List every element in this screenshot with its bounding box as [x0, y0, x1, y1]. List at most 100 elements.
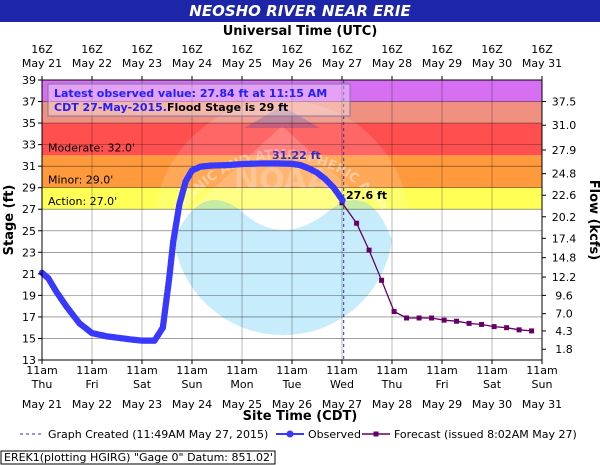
site-tick-date: May 29: [422, 398, 462, 411]
legend-observed-marker: [286, 430, 294, 438]
site-tick-date: May 31: [522, 398, 562, 411]
forecast-point: [354, 220, 360, 226]
flow-tick-label: 17.4: [552, 232, 577, 245]
utc-tick-date: May 21: [22, 57, 62, 70]
flow-axis: 1.8 4.3 7.0 9.6 12.2 14.8 17.4 20.2 22.6 24.8 27.9…: [542, 96, 577, 356]
site-tick-date: May 30: [472, 398, 512, 411]
observed-series: [38, 160, 346, 344]
note-line1: Latest observed value: 27.84 ft at 11:15…: [54, 87, 327, 100]
site-tick-time: 11am: [526, 364, 557, 377]
forecast-point: [516, 327, 522, 333]
observed-point: [339, 196, 346, 204]
utc-tick-hour: 16Z: [381, 43, 403, 56]
forecast-point: [429, 315, 435, 321]
stage-tick-label: 13: [22, 354, 36, 367]
forecast-point: [416, 315, 422, 321]
forecast-point: [529, 328, 535, 334]
datum-text: EREK1(plotting HGIRG) "Gage 0" Datum: 85…: [4, 451, 273, 464]
band-moderate: [42, 144, 542, 156]
y-axis-title: Stage (ft): [2, 185, 17, 256]
legend-observed-label: Observed: [308, 428, 361, 441]
utc-tick-hour: 16Z: [331, 43, 353, 56]
forecast-point: [366, 247, 372, 253]
stage-tick-label: 27: [22, 203, 36, 216]
site-tick-day: Sat: [483, 378, 502, 391]
utc-tick-hour: 16Z: [31, 43, 53, 56]
band-action: [42, 187, 542, 210]
stage-tick-label: 17: [22, 311, 36, 324]
legend: Graph Created (11:49AM May 27, 2015) Obs…: [20, 428, 577, 441]
flow-tick-label: 31.0: [552, 119, 577, 132]
stage-tick-label: 21: [22, 268, 36, 281]
utc-tick-date: May 23: [122, 57, 162, 70]
band-label-moderate: Moderate: 32.0': [48, 141, 135, 154]
band-major: [42, 80, 542, 102]
note-line2-rest: Flood Stage is 29 ft: [167, 101, 288, 114]
site-tick-date: May 23: [122, 398, 162, 411]
forecast-point: [479, 321, 485, 327]
utc-tick-date: May 27: [322, 57, 362, 70]
flow-tick-label: 7.0: [555, 308, 573, 321]
stage-tick-label: 39: [22, 74, 36, 87]
utc-tick-date: May 22: [72, 57, 112, 70]
utc-tick-hour: 16Z: [231, 43, 253, 56]
band-major-lower: [42, 101, 542, 124]
forecast-point: [404, 315, 410, 321]
legend-forecast-label: Forecast (issued 8:02AM May 27): [394, 428, 577, 441]
utc-tick-date: May 25: [222, 57, 262, 70]
watermark-triangle: [174, 126, 390, 224]
site-tick-day: Fri: [85, 378, 98, 391]
stage-tick-label: 29: [22, 182, 36, 195]
stage-tick-label: 15: [22, 332, 36, 345]
stage-axis: 13 15 17 19 21 23 25 27 29 31 33 35 37 39: [22, 74, 42, 367]
site-tick-time: 11am: [376, 364, 407, 377]
site-tick-day: Mon: [230, 378, 253, 391]
band-label-action: Action: 27.0': [48, 195, 117, 208]
utc-tick-hour: 16Z: [281, 43, 303, 56]
flood-bands: [42, 80, 542, 210]
band-major-base: [42, 123, 542, 145]
chart-title: NEOSHO RIVER NEAR ERIE: [189, 2, 411, 20]
site-tick-date: May 28: [372, 398, 412, 411]
site-tick-time: 11am: [276, 364, 307, 377]
stage-tick-label: 19: [22, 289, 36, 302]
site-tick-date: May 26: [272, 398, 312, 411]
utc-tick-hour: 16Z: [531, 43, 553, 56]
note-box: [47, 83, 351, 117]
flow-tick-label: 20.2: [552, 211, 577, 224]
legend-created-label: Graph Created (11:49AM May 27, 2015): [48, 428, 268, 441]
band-labels: Moderate: 32.0' Minor: 29.0' Action: 27.0': [48, 141, 135, 208]
watermark-wave: [174, 200, 392, 336]
forecast-point: [466, 320, 472, 326]
site-tick-day: Fri: [435, 378, 448, 391]
utc-tick-hour: 16Z: [131, 43, 153, 56]
stage-tick-label: 35: [22, 117, 36, 130]
site-tick-time: 11am: [76, 364, 107, 377]
forecast-point: [454, 318, 460, 324]
utc-tick-date: May 30: [472, 57, 512, 70]
stage-tick-label: 23: [22, 246, 36, 259]
site-tick-day: Wed: [330, 378, 354, 391]
utc-tick-hour: 16Z: [481, 43, 503, 56]
legend-forecast-marker: [373, 431, 379, 437]
stage-tick-label: 25: [22, 225, 36, 238]
site-tick-day: Sat: [133, 378, 152, 391]
site-tick-time: 11am: [326, 364, 357, 377]
site-tick-time: 11am: [226, 364, 257, 377]
band-label-minor: Minor: 29.0': [48, 174, 113, 187]
utc-tick-hour: 16Z: [431, 43, 453, 56]
observed-peak-label: 31.22 ft: [272, 149, 321, 162]
site-tick-day: Thu: [381, 378, 403, 391]
utc-tick-date: May 28: [372, 57, 412, 70]
utc-tick-hour: 16Z: [181, 43, 203, 56]
top-axis-title: Universal Time (UTC): [223, 24, 378, 39]
forecast-series: [339, 200, 535, 334]
stage-tick-label: 33: [22, 139, 36, 152]
site-tick-day: Tue: [282, 378, 302, 391]
forecast-point: [379, 277, 385, 283]
flow-tick-label: 12.2: [552, 271, 577, 284]
site-tick-day: Sun: [182, 378, 203, 391]
note-line2-date: CDT 27-May-2015.: [54, 101, 167, 114]
